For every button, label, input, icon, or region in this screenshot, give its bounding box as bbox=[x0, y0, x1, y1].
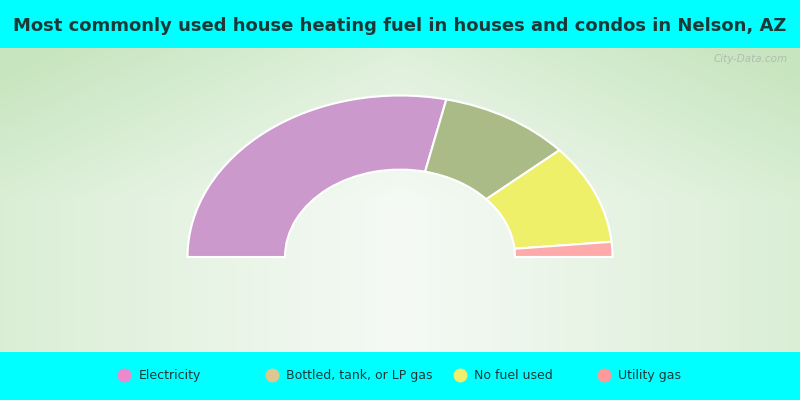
Text: Electricity: Electricity bbox=[138, 368, 201, 382]
Text: Most commonly used house heating fuel in houses and condos in Nelson, AZ: Most commonly used house heating fuel in… bbox=[14, 17, 786, 35]
Wedge shape bbox=[187, 96, 446, 257]
Wedge shape bbox=[486, 150, 611, 249]
Wedge shape bbox=[514, 242, 613, 257]
Text: Bottled, tank, or LP gas: Bottled, tank, or LP gas bbox=[286, 368, 433, 382]
Wedge shape bbox=[425, 99, 559, 199]
Text: City-Data.com: City-Data.com bbox=[714, 54, 787, 64]
Text: Utility gas: Utility gas bbox=[618, 368, 682, 382]
Text: No fuel used: No fuel used bbox=[474, 368, 553, 382]
